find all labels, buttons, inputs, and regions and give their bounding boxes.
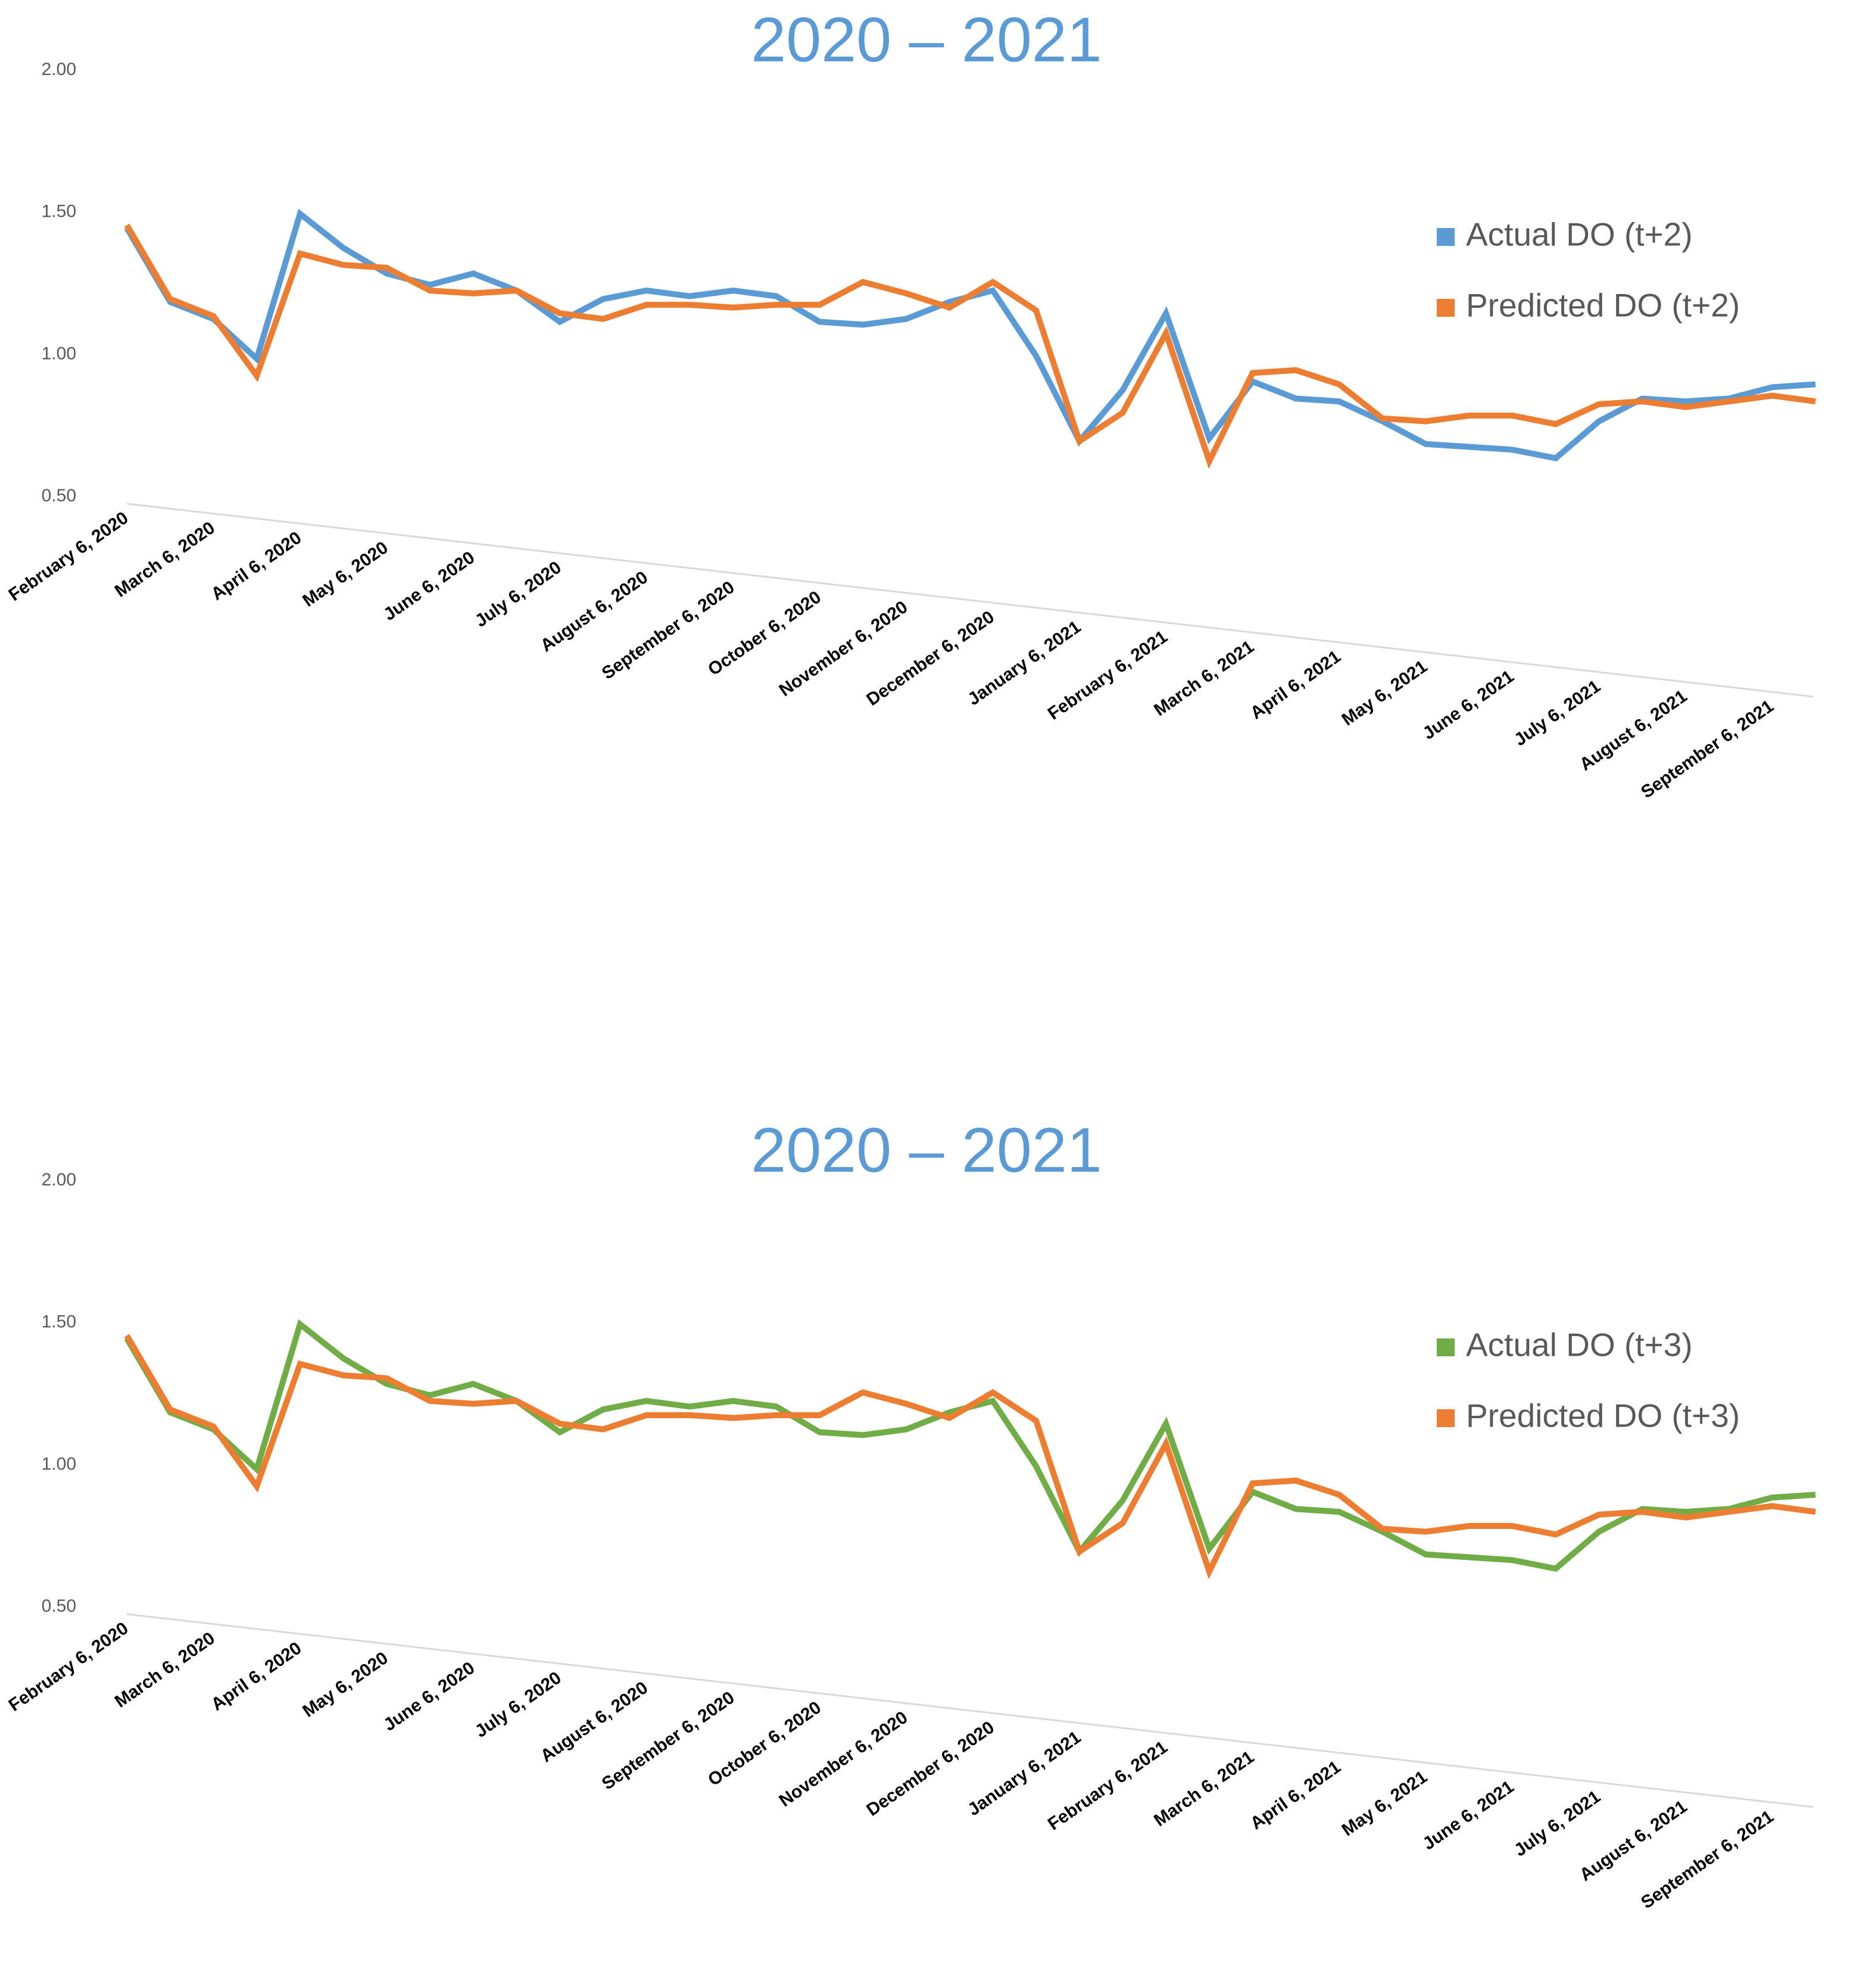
x-axis bbox=[126, 503, 1814, 698]
chart-title: 2020 – 2021 bbox=[751, 5, 1102, 75]
x-tick-label: May 6, 2021 bbox=[1339, 1767, 1431, 1840]
x-tick-label: July 6, 2021 bbox=[1511, 676, 1604, 750]
y-tick-label: 0.50 bbox=[42, 486, 76, 505]
chart: 2020 – 2021 0.50 1.00 1.50 2.00 February 6, 2… bbox=[5, 1115, 1816, 1912]
x-tick-label: April 6, 2021 bbox=[1247, 647, 1344, 723]
x-tick-label: May 6, 2021 bbox=[1339, 657, 1431, 730]
x-tick-label: May 6, 2020 bbox=[299, 1648, 392, 1721]
x-tick-label: June 6, 2020 bbox=[380, 548, 478, 625]
legend-label: Actual DO (t+3) bbox=[1466, 1327, 1693, 1363]
x-tick-label: March 6, 2021 bbox=[1150, 636, 1258, 720]
x-tick-label: June 6, 2021 bbox=[1419, 666, 1517, 743]
x-tick-label: July 6, 2020 bbox=[472, 557, 565, 631]
chart: 2020 – 2021 0.50 1.00 1.50 2.00 February 6, 2… bbox=[5, 5, 1816, 802]
legend-label: Actual DO (t+2) bbox=[1466, 216, 1693, 253]
y-tick-label: 1.50 bbox=[42, 202, 76, 221]
x-tick-label: March 6, 2021 bbox=[1150, 1747, 1258, 1830]
y-tick-label: 1.00 bbox=[42, 1454, 76, 1474]
x-tick-label: June 6, 2020 bbox=[380, 1658, 478, 1735]
x-tick-label: April 6, 2020 bbox=[208, 528, 305, 604]
x-tick-label: July 6, 2021 bbox=[1511, 1787, 1604, 1861]
x-axis bbox=[126, 1613, 1814, 1808]
legend-swatch bbox=[1437, 299, 1455, 317]
y-tick-label: 2.00 bbox=[42, 60, 76, 79]
x-tick-label: March 6, 2020 bbox=[111, 518, 219, 601]
legend-swatch bbox=[1437, 228, 1455, 246]
x-tick-label: April 6, 2021 bbox=[1247, 1757, 1344, 1833]
chart-title: 2020 – 2021 bbox=[751, 1115, 1102, 1185]
x-tick-label: February 6, 2020 bbox=[5, 508, 132, 605]
x-tick-label: July 6, 2020 bbox=[472, 1668, 565, 1742]
x-tick-label: February 6, 2020 bbox=[5, 1618, 132, 1715]
y-tick-label: 0.50 bbox=[42, 1596, 76, 1616]
x-tick-label: June 6, 2021 bbox=[1419, 1777, 1517, 1853]
x-tick-label: April 6, 2020 bbox=[208, 1638, 305, 1714]
legend-swatch bbox=[1437, 1409, 1455, 1427]
y-tick-label: 1.50 bbox=[42, 1312, 76, 1332]
y-tick-label: 1.00 bbox=[42, 344, 76, 363]
legend-swatch bbox=[1437, 1338, 1455, 1356]
x-tick-label: May 6, 2020 bbox=[299, 538, 392, 611]
y-tick-label: 2.00 bbox=[42, 1170, 76, 1190]
series-line bbox=[124, 1334, 1816, 1580]
legend-label: Predicted DO (t+2) bbox=[1466, 287, 1740, 324]
x-tick-label: March 6, 2020 bbox=[111, 1628, 219, 1712]
series-line bbox=[124, 223, 1816, 469]
legend-label: Predicted DO (t+3) bbox=[1466, 1397, 1740, 1434]
